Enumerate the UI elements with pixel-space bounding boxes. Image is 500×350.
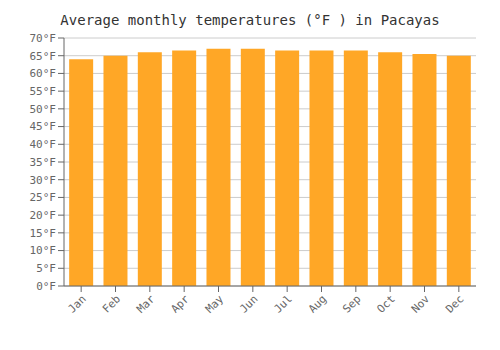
svg-text:Nov: Nov <box>409 292 433 316</box>
svg-text:0°F: 0°F <box>36 280 56 293</box>
html-text:Average monthly temperatures (: Average monthly temperatures (°F ) in Pa… <box>60 12 440 28</box>
svg-text:60°F: 60°F <box>30 67 57 80</box>
svg-text:Sep: Sep <box>340 292 363 315</box>
svg-text:Jul: Jul <box>272 292 295 315</box>
svg-text:5°F: 5°F <box>36 262 56 275</box>
svg-text:10°F: 10°F <box>30 244 57 257</box>
svg-text:Mar: Mar <box>134 292 158 316</box>
svg-text:Apr: Apr <box>169 292 193 316</box>
svg-text:70°F: 70°F <box>30 32 57 45</box>
svg-text:15°F: 15°F <box>30 227 57 240</box>
svg-text:May: May <box>203 292 227 316</box>
svg-text:40°F: 40°F <box>30 138 57 151</box>
svg-text:Oct: Oct <box>375 292 398 315</box>
svg-text:35°F: 35°F <box>30 156 57 169</box>
svg-text:55°F: 55°F <box>30 85 57 98</box>
svg-text:Dec: Dec <box>443 292 466 315</box>
svg-text:20°F: 20°F <box>30 209 57 222</box>
svg-text:25°F: 25°F <box>30 191 57 204</box>
svg-text:65°F: 65°F <box>30 50 57 63</box>
svg-text:50°F: 50°F <box>30 103 57 116</box>
svg-text:Feb: Feb <box>100 292 123 315</box>
svg-text:Jan: Jan <box>66 292 89 315</box>
svg-text:Jun: Jun <box>237 292 260 315</box>
svg-text:Aug: Aug <box>306 292 329 315</box>
svg-text:30°F: 30°F <box>30 174 57 187</box>
svg-text:45°F: 45°F <box>30 120 57 133</box>
